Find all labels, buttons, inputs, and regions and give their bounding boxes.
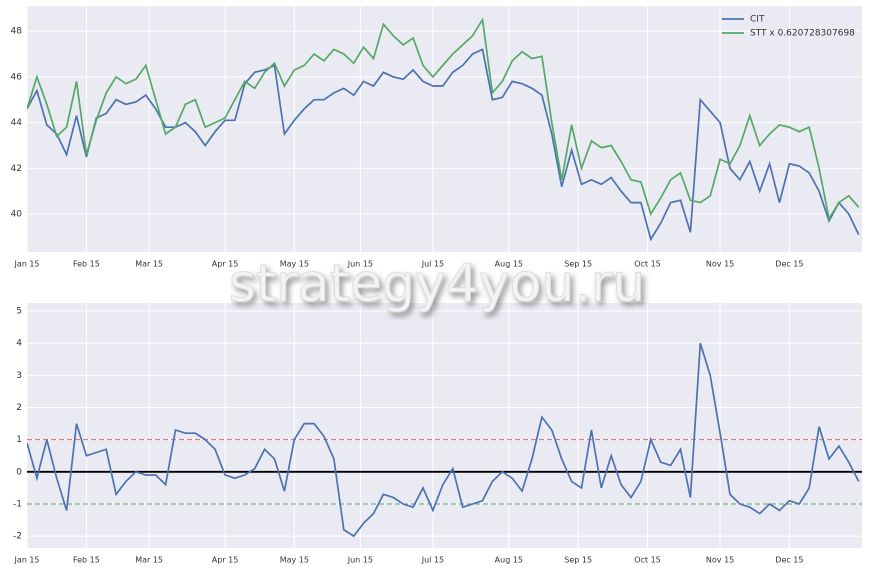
x-tick-label: Apr 15 [212,556,239,565]
y-tick-label: 2 [16,403,22,413]
y-tick-label: 1 [16,435,22,445]
watermark: strategy4you.ru [229,254,645,314]
plot-area [27,303,862,548]
x-tick-label: Jan 15 [13,556,39,565]
y-tick-label: 0 [16,467,22,477]
plot-area [27,6,862,252]
series-line [27,342,860,538]
x-tick-label: Oct 15 [634,260,661,269]
legend-label: STT x 0.620728307698 [750,29,855,39]
y-tick-label: 3 [16,371,22,381]
legend-label: CIT [750,15,765,25]
y-tick-label: 46 [11,72,23,82]
x-tick-label: Nov 15 [706,556,734,565]
y-tick-label: 44 [11,118,23,128]
x-tick-label: Dec 15 [775,556,803,565]
x-tick-label: Aug 15 [495,260,523,269]
y-tick-label: -2 [13,532,22,542]
x-tick-label: Jul 15 [421,556,444,565]
x-tick-label: Mar 15 [135,556,163,565]
y-tick-label: 4 [16,339,22,349]
x-tick-label: Jul 15 [421,260,444,269]
y-tick-label: -1 [13,499,22,509]
x-tick-label: Jun 15 [347,260,373,269]
x-tick-label: Nov 15 [706,260,734,269]
x-tick-label: Dec 15 [775,260,803,269]
x-tick-label: May 15 [280,556,309,565]
x-tick-label: Mar 15 [135,260,163,269]
series-line [27,48,860,242]
y-tick-label: 48 [11,27,23,37]
y-tick-label: 5 [16,307,22,317]
x-tick-label: Feb 15 [73,556,100,565]
x-tick-label: Oct 15 [634,556,661,565]
x-tick-label: Feb 15 [73,260,100,269]
x-tick-label: Aug 15 [495,556,523,565]
x-tick-label: Jun 15 [347,556,373,565]
x-tick-label: Jan 15 [13,260,39,269]
x-tick-label: Apr 15 [212,260,239,269]
y-tick-label: 40 [11,210,23,220]
y-tick-label: 42 [11,164,22,174]
series-line [27,17,860,221]
x-tick-label: May 15 [280,260,309,269]
x-tick-label: Sep 15 [564,556,592,565]
x-tick-label: Sep 15 [564,260,592,269]
